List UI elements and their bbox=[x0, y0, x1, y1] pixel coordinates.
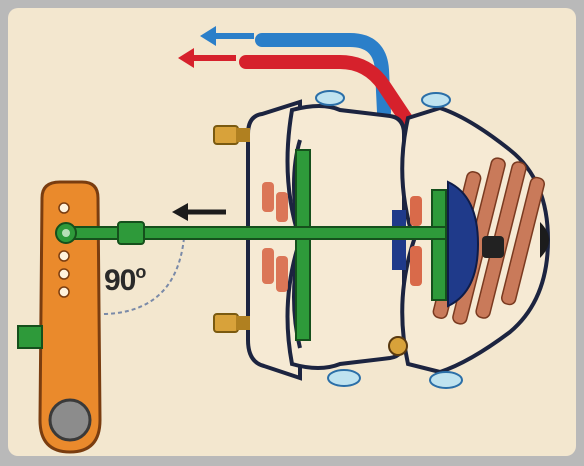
rear-cap bbox=[540, 222, 549, 258]
lever-hub bbox=[48, 398, 92, 442]
angle-label: 90o bbox=[104, 262, 146, 297]
arrow-left-icon bbox=[200, 26, 254, 46]
slack-adjuster-lever bbox=[17, 180, 102, 454]
clamp-band bbox=[315, 90, 345, 106]
center-spring bbox=[410, 196, 422, 286]
air-lines bbox=[178, 26, 415, 129]
service-piston-plate bbox=[295, 149, 311, 341]
lever-worm-nut bbox=[17, 325, 43, 349]
arrow-left-icon bbox=[178, 48, 236, 68]
lever-hole bbox=[58, 250, 70, 262]
arrow-left-icon bbox=[172, 203, 226, 221]
air-line-red bbox=[239, 55, 415, 129]
return-spring bbox=[262, 182, 288, 292]
drain-plug bbox=[388, 336, 408, 356]
lever-hole bbox=[58, 202, 70, 214]
release-bolt bbox=[482, 236, 504, 258]
clamp-band bbox=[327, 369, 361, 387]
mounting-stud bbox=[213, 313, 250, 333]
angle-arc bbox=[103, 237, 185, 315]
mounting-stud bbox=[213, 125, 250, 145]
clamp-band bbox=[429, 371, 463, 389]
spring-piston-plate bbox=[431, 189, 447, 301]
clevis bbox=[117, 221, 145, 245]
clamp-band bbox=[421, 92, 451, 108]
lever-hole bbox=[58, 268, 70, 280]
spring-diaphragm bbox=[447, 180, 480, 308]
push-rod bbox=[55, 221, 447, 245]
lever-hole bbox=[58, 286, 70, 298]
air-line-blue bbox=[255, 33, 391, 119]
